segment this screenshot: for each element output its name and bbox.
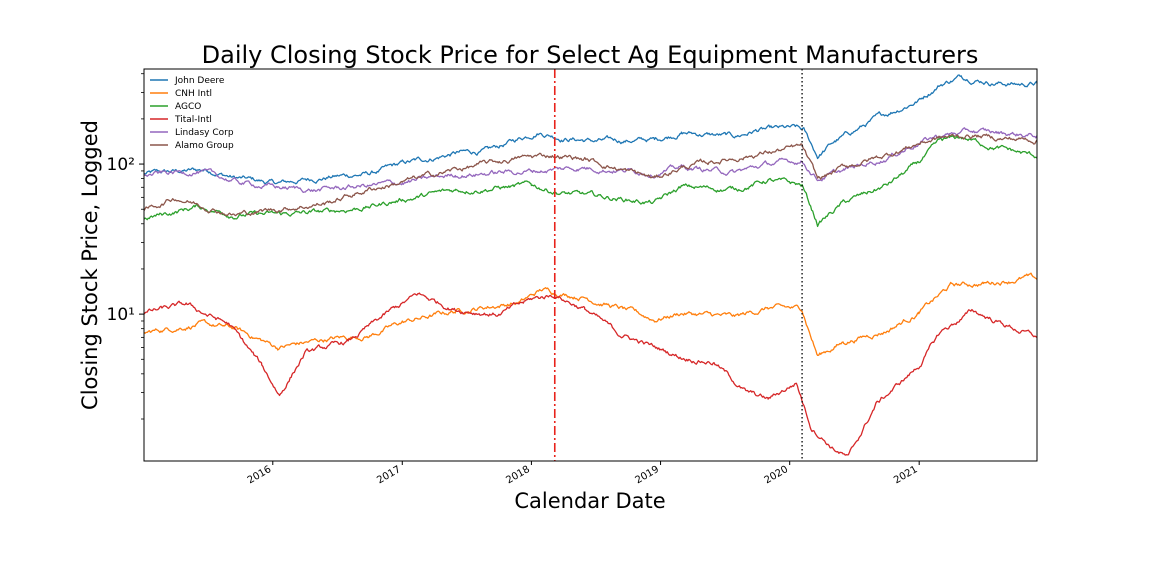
x-axis-label: Calendar Date: [514, 489, 665, 513]
series-line-tital-intl: [143, 292, 1038, 456]
legend-label-lindasy-corp: Lindasy Corp: [175, 128, 234, 138]
legend-label-tital-intl: Tital-Intl: [174, 115, 212, 125]
x-tick-label-2019: 2019: [634, 464, 662, 486]
series-line-cnh-intl: [143, 272, 1038, 357]
x-tick-label-2017: 2017: [375, 464, 403, 486]
series-line-agco: [143, 135, 1038, 228]
y-tick-label-100: 10²: [107, 155, 135, 175]
y-axis-label: Closing Stock Price, Logged: [78, 120, 102, 410]
event-lines: [553, 69, 803, 461]
legend-label-agco: AGCO: [175, 102, 201, 112]
y-tick-label-10: 10¹: [107, 305, 135, 325]
series-line-john-deere: [143, 74, 1038, 185]
series-layer: [143, 74, 1038, 456]
legend: John Deere CNH Intl AGCO Tital-Intl Lindasy …: [150, 76, 234, 151]
x-tick-label-2020: 2020: [763, 464, 791, 486]
plot-frame: [143, 68, 1038, 462]
chart-title: Daily Closing Stock Price for Select Ag …: [202, 41, 979, 69]
x-axis-ticks: 2016 2017 2018 2019 2020 2021: [246, 461, 920, 486]
series-line-lindasy-corp: [143, 127, 1038, 194]
series-line-alamo-group: [143, 133, 1038, 217]
legend-label-alamo-group: Alamo Group: [175, 141, 234, 151]
x-tick-label-2016: 2016: [246, 464, 274, 486]
legend-label-cnh-intl: CNH Intl: [175, 89, 212, 99]
x-tick-label-2018: 2018: [504, 464, 532, 486]
legend-label-john-deere: John Deere: [174, 76, 225, 86]
y-axis-ticks: 10¹ 10²: [107, 73, 144, 420]
x-tick-label-2021: 2021: [892, 464, 920, 486]
